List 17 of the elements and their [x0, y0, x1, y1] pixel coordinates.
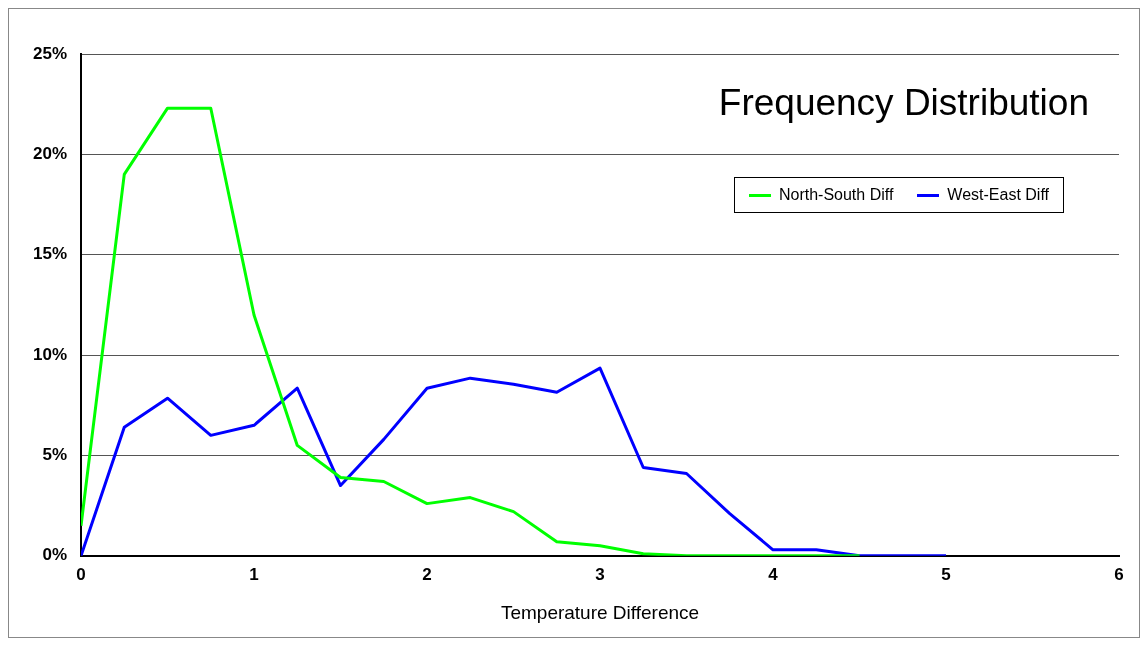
y-tick-label: 20% — [32, 144, 68, 164]
x-tick-label: 5 — [941, 564, 951, 584]
x-tick-label: 3 — [595, 564, 605, 584]
y-tick-label: 0% — [42, 545, 68, 565]
x-axis-title: Temperature Difference — [500, 601, 700, 623]
y-tick-label: 25% — [32, 43, 68, 63]
x-tick-label: 0 — [76, 564, 86, 584]
x-tick-label: 4 — [768, 564, 779, 584]
legend-label: West-East Diff — [947, 186, 1049, 204]
legend-label: North-South Diff — [778, 186, 894, 204]
x-tick-label: 6 — [1114, 564, 1124, 584]
text: Frequency Distribution — [717, 82, 1089, 124]
y-tick-label: 10% — [32, 344, 68, 364]
x-tick-label: 2 — [422, 564, 432, 584]
y-tick-label: 5% — [42, 445, 68, 465]
y-tick-label: 15% — [32, 244, 68, 264]
x-tick-label: 1 — [249, 564, 259, 584]
